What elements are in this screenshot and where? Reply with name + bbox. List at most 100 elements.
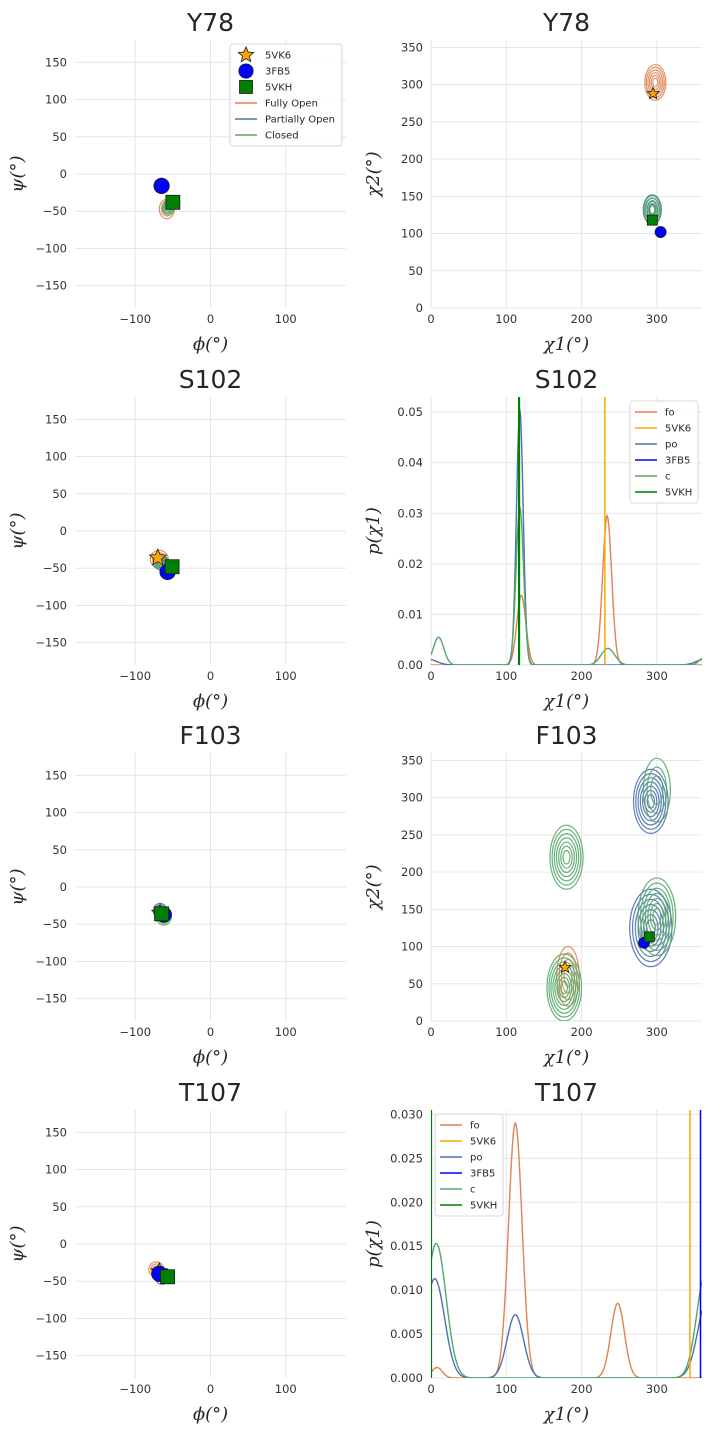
y-tick-label: −50 (43, 917, 67, 931)
plot-area (148, 548, 180, 581)
subplot-4: S102 0 100 200 300 0.00 0.01 0.02 0.03 0.04 0.05 χ1… (363, 365, 702, 712)
density-contour-partially_open (637, 777, 665, 826)
subplot-7: T107 −100 0 100 −150 −100 −50 0 50 100 150 ϕ(°) ψ(°) (7, 1078, 346, 1425)
y-tick-label: 0.015 (390, 1239, 423, 1253)
x-tick-label: 200 (571, 1025, 593, 1039)
density-contour-partially_open (639, 781, 662, 822)
y-tick-label: −100 (35, 598, 67, 612)
density-contour-closed (646, 766, 668, 814)
density-contour-closed (560, 845, 573, 869)
x-tick-label: 100 (495, 1025, 517, 1039)
x-tick-label: 200 (571, 312, 593, 326)
y-tick-label: 100 (45, 806, 67, 820)
y-tick-label: −100 (35, 954, 67, 968)
legend-label: 5VK6 (470, 1137, 496, 1148)
marker-3FB5 (654, 226, 667, 238)
x-tick-label: 0 (427, 312, 434, 326)
legend: 5VK6 3FB5 5VKH Fully Open Partially Open Clos… (229, 43, 343, 147)
y-tick-label: 0.020 (390, 1195, 423, 1209)
y-tick-label: 300 (401, 78, 423, 92)
density-contour-closed (649, 205, 656, 215)
subplot-2: Y78 0 100 200 300 0 50 100 150 200 250 300 350 χ1(°) χ… (363, 8, 702, 355)
y-axis-label: p(χ1) (363, 1220, 384, 1268)
density-contour-closed (647, 897, 667, 936)
x-tick-label: 0 (427, 1382, 434, 1396)
marker-5VK6 (558, 960, 572, 974)
y-tick-label: 250 (401, 828, 423, 842)
x-axis-label: ϕ(°) (193, 691, 228, 712)
x-tick-label: 0 (427, 1025, 434, 1039)
subplot-8: T107 0 100 200 300 0.000 0.005 0.010 0.015 0.020 0… (363, 1078, 702, 1425)
subplot-title: F103 (179, 721, 241, 750)
y-tick-label: 0.04 (397, 456, 423, 470)
y-tick-label: 0.025 (390, 1151, 423, 1165)
y-tick-label: 250 (401, 115, 423, 129)
density-contour-closed (642, 887, 672, 946)
density-contour-closed (649, 902, 664, 931)
legend-label: 5VK6 (665, 424, 691, 435)
y-tick-label: 0.000 (390, 1371, 423, 1385)
y-tick-label: 200 (401, 865, 423, 879)
marker-5VK6 (148, 548, 168, 566)
y-tick-label: 0.05 (397, 405, 423, 419)
x-tick-label: 100 (495, 1382, 517, 1396)
y-tick-label: 100 (45, 450, 67, 464)
y-tick-label: −100 (35, 1311, 67, 1325)
marker-5VKH (164, 559, 180, 575)
y-tick-label: 0 (416, 1014, 423, 1028)
legend-label: fo (665, 408, 675, 419)
y-tick-label: 50 (408, 977, 423, 991)
density-contour-closed (551, 828, 582, 886)
y-axis-label: ψ(°) (7, 512, 28, 549)
density-contour-closed (549, 824, 584, 890)
x-tick-label: 300 (646, 312, 668, 326)
x-tick-label: 100 (275, 1382, 297, 1396)
y-tick-label: −100 (35, 241, 67, 255)
x-axis-label: ϕ(°) (193, 1404, 228, 1425)
x-tick-label: 0 (207, 669, 214, 683)
legend-marker-5VK6 (237, 45, 255, 63)
x-axis-label: ϕ(°) (193, 334, 228, 355)
subplot-6: F103 0 100 200 300 0 50 100 150 200 250 300 350 χ1(°)… (363, 721, 702, 1068)
legend-marker-3FB5 (238, 63, 254, 79)
y-tick-label: 150 (45, 412, 67, 426)
y-axis-label: ψ(°) (7, 1225, 28, 1262)
density-contour-closed (644, 892, 669, 941)
density-contour-closed (558, 976, 571, 999)
y-tick-label: 0.01 (397, 607, 423, 621)
plot-area (153, 177, 181, 220)
legend-label: 5VKH (665, 488, 692, 499)
marker-5VKH (165, 194, 181, 210)
legend-marker-5VKH (239, 80, 253, 94)
plot-area (148, 1261, 175, 1285)
legend-box (629, 400, 699, 504)
y-axis-label: ψ(°) (7, 868, 28, 905)
x-tick-label: 300 (646, 669, 668, 683)
legend-label: 5VK6 (265, 51, 291, 62)
x-tick-label: 100 (495, 669, 517, 683)
density-contour-closed (546, 953, 583, 1021)
series-line-po (431, 1277, 702, 1378)
marker-5VKH (160, 1269, 175, 1285)
subplot-title: Y78 (186, 8, 234, 37)
legend-label: po (665, 440, 677, 451)
x-tick-label: 100 (275, 1025, 297, 1039)
density-contour-closed (548, 957, 581, 1018)
y-tick-label: 150 (45, 768, 67, 782)
y-tick-label: 50 (52, 843, 67, 857)
y-axis-label: χ2(°) (363, 151, 384, 198)
y-tick-label: 0.03 (397, 506, 423, 520)
density-contour-closed (560, 980, 569, 995)
x-axis-label: χ1(°) (542, 334, 589, 355)
legend-label: 5VKH (265, 83, 292, 94)
marker-5VKH (643, 931, 655, 943)
marker-3FB5 (153, 177, 170, 195)
legend-label: 3FB5 (665, 456, 690, 467)
x-tick-label: 0 (207, 1025, 214, 1039)
y-tick-label: 50 (52, 130, 67, 144)
subplot-title: S102 (535, 365, 599, 394)
density-contour-closed (555, 837, 578, 878)
marker-5VK6 (646, 86, 660, 100)
density-contour-partially_open (632, 768, 669, 834)
y-tick-label: −150 (35, 1349, 67, 1363)
